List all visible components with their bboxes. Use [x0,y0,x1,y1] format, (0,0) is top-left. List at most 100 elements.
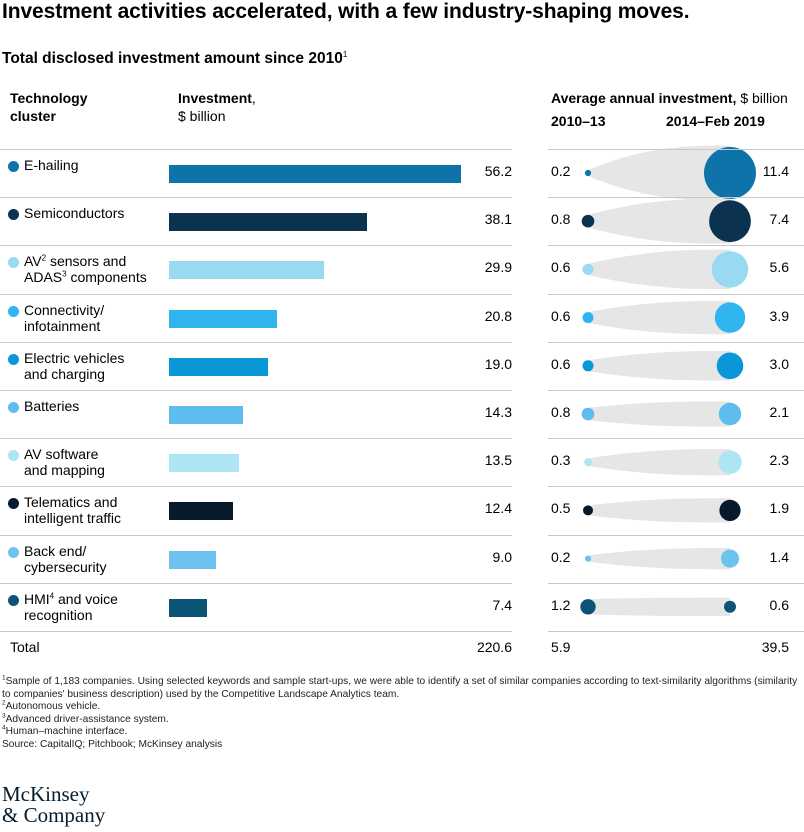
footnote-number: 3 [2,712,6,720]
label-footnote-ref: 3 [62,269,67,279]
cluster-label: Back end/cybersecurity [24,543,174,575]
table-row: Semiconductors 38.1 0.8 7.4 [0,197,804,245]
row-divider [0,197,512,199]
mckinsey-logo: McKinsey & Company [2,784,105,826]
table-row: Telematics and intelligent traffic 12.4 0.5… [0,486,804,534]
label-line-2: and charging [24,365,105,382]
avg-value-period-1: 1.2 [551,596,571,613]
row-divider [548,341,804,343]
row-divider [548,486,804,488]
avg-value-period-2: 2.1 [769,404,789,420]
page-title: Investment activities accelerated, with … [2,0,690,23]
investment-value: 38.1 [484,211,512,228]
investment-bar [169,357,268,376]
header-investment-label: Investment [178,90,252,106]
investment-bar [169,261,325,280]
footnote: 2Autonomous vehicle. [2,700,802,714]
avg-value-period-2: 1.9 [769,500,789,517]
avg-value-period-2: 0.6 [769,596,789,613]
footnote: 3Advanced driver-assistance system. [2,712,802,727]
total-avg-period-2: 39.5 [761,639,789,655]
label-line-2-rest: components [66,269,147,286]
bubble-period-1 [581,407,595,421]
bubble-period-2 [709,200,751,243]
investment-value: 56.2 [484,163,512,179]
header-period-1: 2010–13 [551,113,606,129]
row-divider [0,438,512,440]
table-row: Connectivity/infotainment 20.8 0.6 3.9 [0,294,804,342]
bubble-period-2 [711,251,749,288]
label-line-2: cybersecurity [24,558,107,575]
growth-funnel [588,350,730,381]
bubble-period-2 [704,147,756,199]
avg-value-period-1: 0.6 [551,355,571,372]
growth-funnel [588,401,730,427]
row-divider [548,582,804,584]
footnotes: 1Sample of 1,183 companies. Using select… [2,675,802,752]
footnote: 4Human–machine interface. [2,725,802,739]
label-line-2: intelligent traffic [24,510,122,527]
legend-dot-icon [8,498,19,510]
row-divider [0,341,512,343]
table-row: HMI4 and voice recognition 7.4 1.2 0.6 [0,583,804,631]
header-cluster-line2: cluster [10,108,56,124]
label-line-1: AV software [24,446,99,463]
growth-funnel [588,547,730,570]
row-divider [548,293,804,295]
cluster-label: E-hailing [24,157,174,173]
investment-value: 20.8 [484,307,512,324]
row-divider [548,438,804,440]
investment-bar [169,550,216,569]
label-footnote-ref: 2 [41,253,47,263]
growth-funnel [588,597,730,617]
cluster-label: Connectivity/infotainment [24,302,174,334]
bubble-period-1 [583,505,593,516]
header-investment-unit: $ billion [178,108,226,124]
cluster-label: Semiconductors [24,205,174,221]
avg-value-period-1: 0.3 [551,452,571,469]
cluster-label: Electric vehicles and charging [24,350,174,382]
investment-bar [169,165,461,183]
logo-line-2: & Company [2,803,106,827]
investment-value: 19.0 [484,355,512,372]
header-technology-cluster: Technology cluster [10,89,88,125]
footnote-text: Advanced driver-assistance system. [5,713,169,725]
label-line-1-rest: and voice [54,590,118,607]
bubble-period-1 [584,458,592,467]
label-line-1: Semiconductors [24,205,125,222]
investment-value: 13.5 [484,452,512,469]
bubble-period-2 [714,302,746,333]
avg-value-period-2: 1.4 [769,548,789,565]
row-divider [0,245,512,247]
footnote-text: Autonomous vehicle. [5,701,101,713]
label-line-1-rest: sensors and [46,253,127,270]
bubble-period-1 [581,214,595,228]
bubble-period-2 [720,549,740,568]
legend-dot-icon [8,402,19,413]
bubble-period-1 [582,312,594,324]
growth-funnel [588,198,730,244]
investment-bar [169,454,240,473]
table-row: Batteries 14.3 0.8 2.1 [0,390,804,438]
header-avg-unit: $ billion [740,90,788,106]
table-row: Back end/cybersecurity 9.0 0.2 1.4 [0,535,804,583]
row-divider [0,390,512,391]
avg-value-period-2: 7.4 [769,211,789,228]
footnote-text: Sample of 1,183 companies. Using selecte… [2,676,798,700]
avg-value-period-1: 0.8 [551,211,571,228]
legend-dot-icon [8,257,19,269]
legend-dot-icon [8,161,19,172]
cluster-label: HMI4 and voice recognition [24,591,174,623]
row-divider [0,534,512,536]
chart-subtitle: Total disclosed investment amount since … [2,50,347,68]
avg-value-period-2: 3.9 [769,307,789,324]
investment-bar [169,406,244,424]
footnote-text: Human–machine interface. [5,726,128,738]
growth-funnel [588,145,730,201]
total-investment: 220.6 [476,639,512,655]
avg-value-period-2: 11.4 [762,163,789,179]
table-row: AV2 sensors and ADAS3 components 29.9 0.6 5.… [0,245,804,293]
label-footnote-ref: 4 [49,591,55,601]
row-divider [0,293,512,295]
